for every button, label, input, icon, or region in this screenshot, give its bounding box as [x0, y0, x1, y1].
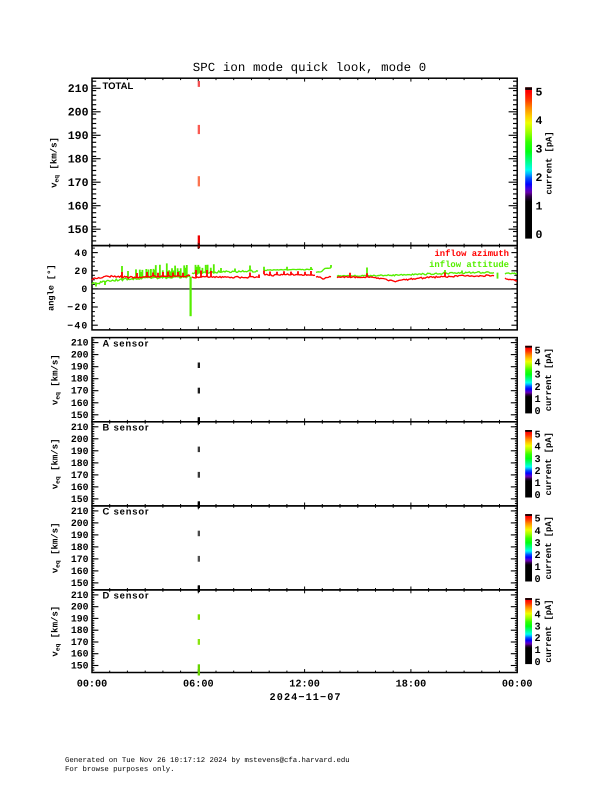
- svg-text:00:00: 00:00: [502, 680, 533, 691]
- svg-text:TOTAL: TOTAL: [103, 81, 134, 92]
- svg-text:06:00: 06:00: [183, 680, 214, 691]
- svg-text:veq [km/s]: veq [km/s]: [51, 439, 62, 490]
- svg-text:5: 5: [536, 87, 543, 100]
- svg-text:A sensor: A sensor: [103, 337, 150, 348]
- svg-text:12:00: 12:00: [289, 680, 320, 691]
- svg-text:3: 3: [535, 622, 541, 633]
- svg-text:00:00: 00:00: [77, 680, 108, 691]
- svg-text:1: 1: [536, 200, 543, 213]
- svg-text:200: 200: [71, 518, 89, 529]
- svg-text:3: 3: [535, 371, 541, 382]
- svg-text:210: 210: [71, 590, 89, 601]
- svg-text:0: 0: [535, 575, 541, 586]
- svg-text:170: 170: [71, 386, 89, 397]
- svg-text:current [pA]: current [pA]: [544, 516, 554, 579]
- svg-text:190: 190: [71, 362, 89, 373]
- svg-text:veq [km/s]: veq [km/s]: [51, 606, 62, 657]
- svg-text:0: 0: [535, 491, 541, 502]
- svg-text:5: 5: [535, 515, 541, 526]
- svg-text:0: 0: [536, 229, 543, 242]
- svg-text:210: 210: [68, 83, 89, 96]
- svg-text:180: 180: [71, 374, 89, 385]
- svg-text:inflow azimuth: inflow azimuth: [434, 249, 509, 259]
- svg-text:−20: −20: [67, 302, 88, 313]
- svg-text:4: 4: [535, 443, 541, 454]
- svg-text:170: 170: [68, 177, 89, 190]
- svg-text:190: 190: [71, 613, 89, 624]
- svg-text:current [pA]: current [pA]: [544, 432, 554, 495]
- svg-text:4: 4: [535, 611, 541, 622]
- svg-text:For browse purposes only.: For browse purposes only.: [65, 765, 174, 774]
- svg-text:190: 190: [71, 530, 89, 541]
- svg-text:210: 210: [71, 422, 89, 433]
- svg-text:160: 160: [71, 398, 89, 409]
- svg-text:160: 160: [71, 566, 89, 577]
- svg-text:5: 5: [535, 431, 541, 442]
- svg-text:Generated on Tue Nov 26 10:17:: Generated on Tue Nov 26 10:17:12 2024 by…: [65, 756, 350, 765]
- svg-text:current [pA]: current [pA]: [545, 131, 555, 194]
- svg-text:2: 2: [535, 551, 541, 562]
- svg-text:veq [km/s]: veq [km/s]: [51, 523, 62, 574]
- svg-text:160: 160: [71, 482, 89, 493]
- svg-text:1: 1: [535, 479, 541, 490]
- svg-text:0: 0: [535, 407, 541, 418]
- svg-text:2024−11−07: 2024−11−07: [270, 693, 342, 704]
- svg-text:0: 0: [535, 658, 541, 669]
- svg-text:170: 170: [71, 554, 89, 565]
- svg-text:190: 190: [68, 130, 89, 143]
- svg-text:veq [km/s]: veq [km/s]: [51, 354, 62, 405]
- svg-text:150: 150: [71, 494, 89, 505]
- svg-text:190: 190: [71, 446, 89, 457]
- svg-text:2: 2: [535, 634, 541, 645]
- svg-text:4: 4: [535, 527, 541, 538]
- svg-text:2: 2: [536, 172, 543, 185]
- svg-text:160: 160: [71, 649, 89, 660]
- svg-text:180: 180: [71, 458, 89, 469]
- svg-text:1: 1: [535, 646, 541, 657]
- svg-text:2: 2: [535, 383, 541, 394]
- svg-text:180: 180: [71, 542, 89, 553]
- svg-text:150: 150: [71, 578, 89, 589]
- svg-text:5: 5: [535, 599, 541, 610]
- svg-text:150: 150: [68, 224, 89, 237]
- svg-text:3: 3: [536, 144, 543, 157]
- svg-text:4: 4: [536, 115, 543, 128]
- svg-text:180: 180: [68, 154, 89, 167]
- svg-text:D sensor: D sensor: [103, 590, 150, 601]
- svg-text:C sensor: C sensor: [103, 506, 150, 517]
- svg-text:170: 170: [71, 637, 89, 648]
- svg-text:angle [°]: angle [°]: [47, 264, 57, 310]
- svg-text:200: 200: [71, 434, 89, 445]
- svg-text:200: 200: [68, 107, 89, 120]
- svg-text:170: 170: [71, 470, 89, 481]
- svg-text:−40: −40: [67, 320, 88, 331]
- svg-text:200: 200: [71, 602, 89, 613]
- svg-text:SPC ion mode quick look, mode: SPC ion mode quick look, mode 0: [193, 61, 427, 75]
- svg-text:current [pA]: current [pA]: [544, 599, 554, 662]
- svg-text:160: 160: [68, 201, 89, 214]
- svg-text:180: 180: [71, 625, 89, 636]
- svg-text:2: 2: [535, 467, 541, 478]
- svg-text:veq [km/s]: veq [km/s]: [50, 137, 61, 188]
- svg-text:20: 20: [74, 266, 88, 277]
- svg-text:1: 1: [535, 563, 541, 574]
- svg-text:1: 1: [535, 395, 541, 406]
- svg-text:current [pA]: current [pA]: [544, 348, 554, 411]
- svg-text:0: 0: [81, 284, 88, 295]
- svg-text:3: 3: [535, 539, 541, 550]
- svg-text:B sensor: B sensor: [103, 422, 150, 433]
- svg-text:150: 150: [71, 410, 89, 421]
- svg-text:18:00: 18:00: [396, 680, 427, 691]
- svg-text:210: 210: [71, 506, 89, 517]
- svg-text:200: 200: [71, 350, 89, 361]
- svg-text:3: 3: [535, 455, 541, 466]
- svg-text:5: 5: [535, 346, 541, 357]
- svg-text:4: 4: [535, 359, 541, 370]
- svg-text:40: 40: [74, 248, 88, 259]
- svg-text:inflow attitude: inflow attitude: [429, 260, 509, 270]
- svg-text:150: 150: [71, 661, 89, 672]
- svg-text:210: 210: [71, 338, 89, 349]
